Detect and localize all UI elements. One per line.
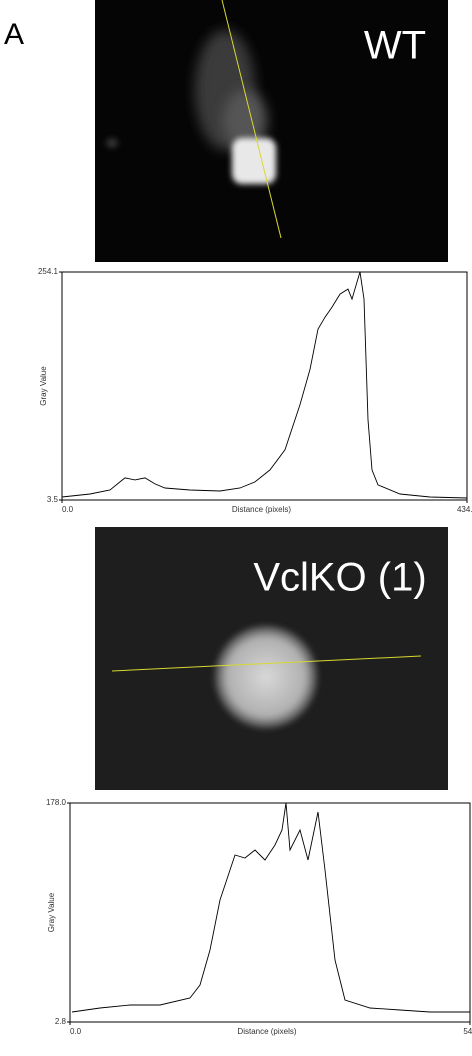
y-tick-label: 254.1 xyxy=(38,267,59,276)
panel-label: A xyxy=(4,18,24,51)
y-tick-label: 178.0 xyxy=(46,798,67,807)
y-tick-label: 3.5 xyxy=(47,495,59,504)
plot-frame xyxy=(69,802,471,1023)
plot-frame xyxy=(61,271,468,501)
x-tick-label: 0.0 xyxy=(62,505,74,514)
image-wt: WT xyxy=(95,0,448,262)
y-axis-label: Gray Value xyxy=(47,892,56,932)
y-axis-label: Gray Value xyxy=(39,366,48,406)
x-tick-label: 0.0 xyxy=(70,1027,82,1036)
x-axis-label: Distance (pixels) xyxy=(232,505,291,514)
image-vclko: VclKO (1) xyxy=(95,527,448,790)
y-tick-label: 2.8 xyxy=(55,1017,67,1026)
profile-line xyxy=(71,802,470,1013)
image-label: WT xyxy=(364,24,426,68)
profile-line xyxy=(61,271,468,499)
x-axis-label: Distance (pixels) xyxy=(237,1027,296,1036)
x-tick-label: 545 xyxy=(463,1027,472,1036)
image-label: VclKO (1) xyxy=(253,556,426,600)
x-tick-label: 434.0 xyxy=(457,505,472,514)
